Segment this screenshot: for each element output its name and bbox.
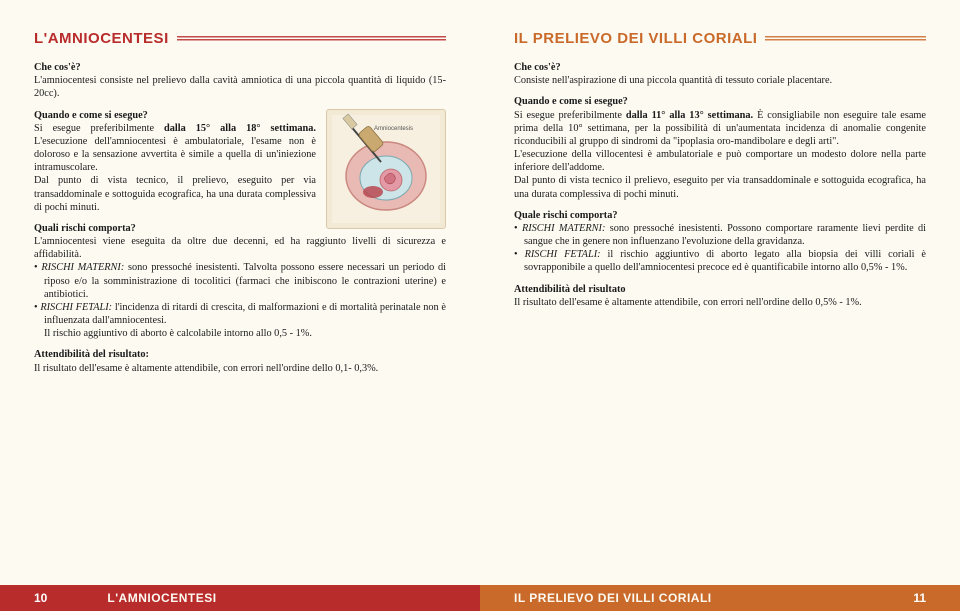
right-q1: Che cos'è? [514, 61, 926, 74]
page-left: L'AMNIOCENTESI Che cos'è? L'amniocentesi… [0, 0, 480, 611]
left-title-text: L'AMNIOCENTESI [34, 30, 169, 47]
left-p1: L'amniocentesi consiste nel prelievo dal… [34, 74, 446, 100]
right-q4: Attendibilità del risultato [514, 283, 926, 296]
left-q1: Che cos'è? [34, 61, 446, 74]
right-p4: Il risultato dell'esame è altamente atte… [514, 296, 926, 309]
page-right: IL PRELIEVO DEI VILLI CORIALI Che cos'è?… [480, 0, 960, 611]
left-risk-maternal: RISCHI MATERNI: sono pressoché inesisten… [34, 261, 446, 301]
left-title-rule [177, 36, 446, 42]
left-p3: L'amniocentesi viene eseguita da oltre d… [34, 235, 446, 261]
left-footer-title: L'AMNIOCENTESI [107, 591, 216, 605]
amniocentesis-figure: Amniocentesis [326, 109, 446, 229]
right-p1: Consiste nell'aspirazione di una piccola… [514, 74, 926, 87]
page-spread: L'AMNIOCENTESI Che cos'è? L'amniocentesi… [0, 0, 960, 611]
left-p4: Il risultato dell'esame è altamente atte… [34, 362, 446, 375]
left-body: Che cos'è? L'amniocentesi consiste nel p… [34, 61, 446, 375]
right-footer: IL PRELIEVO DEI VILLI CORIALI 11 [480, 585, 960, 611]
right-body: Che cos'è? Consiste nell'aspirazione di … [514, 61, 926, 309]
left-page-number: 10 [34, 591, 47, 605]
right-risks-list: RISCHI MATERNI: sono pressoché inesisten… [514, 222, 926, 275]
left-q4: Attendibilità del risultato: [34, 348, 446, 361]
right-p2: Si esegue preferibilmente dalla 11° alla… [514, 109, 926, 149]
left-risks-list: RISCHI MATERNI: sono pressoché inesisten… [34, 261, 446, 340]
right-title-text: IL PRELIEVO DEI VILLI CORIALI [514, 30, 757, 47]
right-risk-fetal: RISCHI FETALI: il rischio aggiuntivo di … [514, 248, 926, 274]
left-section-title: L'AMNIOCENTESI [34, 30, 446, 47]
right-section-title: IL PRELIEVO DEI VILLI CORIALI [514, 30, 926, 47]
right-q2: Quando e come si esegue? [514, 95, 926, 108]
right-footer-title: IL PRELIEVO DEI VILLI CORIALI [514, 591, 913, 605]
figure-label-text: Amniocentesis [374, 126, 413, 132]
right-p2d: L'esecuzione della villocentesi è ambula… [514, 148, 926, 174]
right-q3: Quale rischi comporta? [514, 209, 926, 222]
left-footer: 10 L'AMNIOCENTESI [0, 585, 480, 611]
right-risk-maternal: RISCHI MATERNI: sono pressoché inesisten… [514, 222, 926, 248]
right-title-rule [765, 36, 926, 42]
right-p2e: Dal punto di vista tecnico il prelievo, … [514, 174, 926, 200]
right-page-number: 11 [913, 591, 926, 605]
left-risk-fetal: RISCHI FETALI: l'incidenza di ritardi di… [34, 301, 446, 341]
